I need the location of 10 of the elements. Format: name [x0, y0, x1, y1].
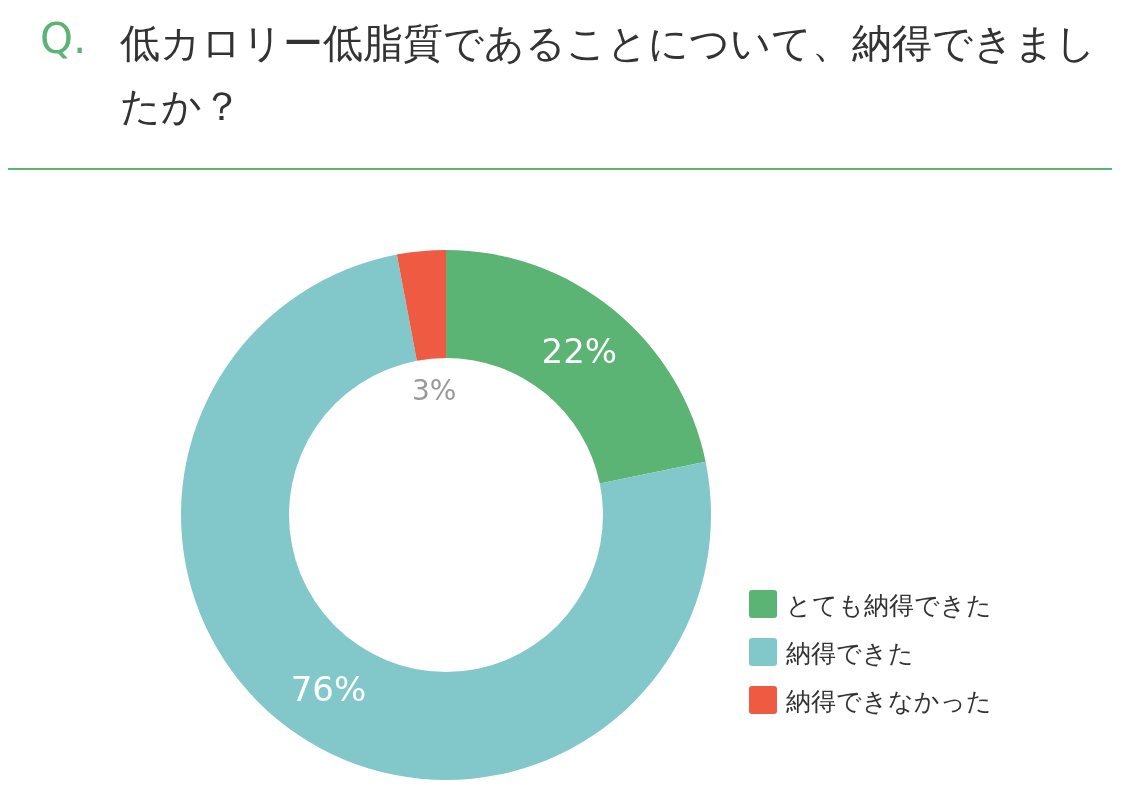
donut-slice: [181, 254, 711, 780]
data-label: 3%: [411, 373, 457, 407]
legend-label: 納得できた: [786, 639, 914, 668]
legend-label: とても納得できた: [786, 591, 992, 620]
data-label: 76%: [290, 669, 367, 710]
text: Q.: [40, 14, 87, 63]
donut-slice: [396, 250, 446, 361]
chart-title: 低カロリー低脂質であることについて、納得できましたか？: [120, 19, 1097, 131]
legend-label: 納得できなかった: [786, 687, 992, 716]
data-label: 22%: [541, 330, 618, 371]
